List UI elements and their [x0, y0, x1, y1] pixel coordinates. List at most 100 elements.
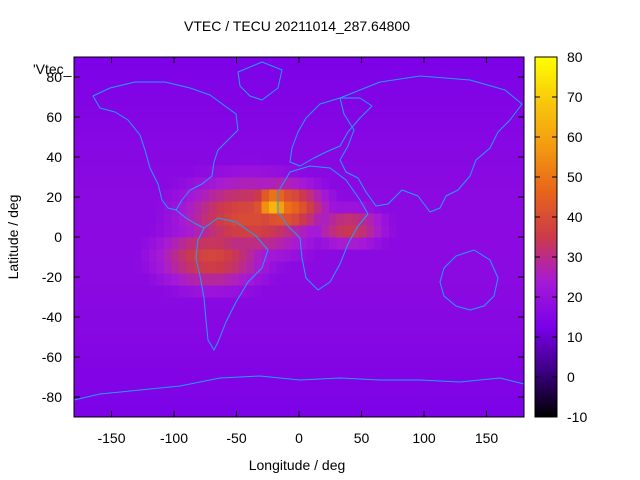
heatmap-cell	[254, 129, 262, 142]
heatmap-cell	[74, 249, 82, 262]
heatmap-cell	[111, 105, 120, 118]
heatmap-cell	[321, 297, 330, 310]
heatmap-cell	[254, 117, 262, 130]
heatmap-cell	[381, 297, 390, 310]
heatmap-cell	[126, 405, 135, 417]
heatmap-cell	[434, 285, 442, 298]
heatmap-cell	[126, 321, 135, 334]
heatmap-cell	[81, 57, 90, 70]
heatmap-cell	[381, 165, 390, 178]
heatmap-cell	[336, 297, 345, 310]
heatmap-cell	[231, 309, 240, 322]
heatmap-cell	[119, 297, 127, 310]
heatmap-cell	[456, 309, 465, 322]
heatmap-cell	[126, 165, 135, 178]
heatmap-cell	[321, 381, 330, 394]
heatmap-cell	[464, 69, 472, 82]
heatmap-cell	[96, 357, 105, 370]
heatmap-cell	[254, 237, 262, 250]
heatmap-cell	[389, 261, 397, 274]
heatmap-cell	[366, 309, 375, 322]
heatmap-cell	[186, 225, 195, 238]
heatmap-cell	[254, 201, 262, 214]
heatmap-cell	[314, 225, 322, 238]
heatmap-cell	[126, 81, 135, 94]
heatmap-cell	[201, 405, 210, 417]
heatmap-cell	[119, 333, 127, 346]
heatmap-cell	[441, 81, 450, 94]
heatmap-cell	[254, 345, 262, 358]
heatmap-cell	[479, 81, 487, 94]
heatmap-cell	[464, 129, 472, 142]
heatmap-cell	[254, 309, 262, 322]
heatmap-cell	[509, 285, 517, 298]
heatmap-cell	[216, 129, 225, 142]
heatmap-cell	[441, 129, 450, 142]
heatmap-cell	[81, 381, 90, 394]
heatmap-cell	[119, 381, 127, 394]
heatmap-cell	[96, 393, 105, 406]
heatmap-cell	[336, 393, 345, 406]
heatmap-cell	[156, 369, 165, 382]
y-axis-label: Latitude / deg	[5, 195, 21, 280]
heatmap-cell	[329, 213, 337, 226]
heatmap-cell	[186, 309, 195, 322]
heatmap-cell	[186, 285, 195, 298]
heatmap-cell	[194, 249, 202, 262]
heatmap-cell	[299, 69, 307, 82]
heatmap-cell	[291, 141, 300, 154]
heatmap-cell	[216, 237, 225, 250]
heatmap-cell	[149, 69, 157, 82]
heatmap-cell	[359, 189, 367, 202]
heatmap-cell	[419, 213, 427, 226]
heatmap-cell	[306, 297, 315, 310]
heatmap-cell	[89, 381, 97, 394]
heatmap-cell	[426, 105, 435, 118]
heatmap-cell	[516, 117, 524, 130]
heatmap-cell	[419, 117, 427, 130]
heatmap-cell	[231, 153, 240, 166]
heatmap-cell	[501, 213, 510, 226]
heatmap-cell	[336, 141, 345, 154]
heatmap-cell	[329, 321, 337, 334]
heatmap-cell	[194, 297, 202, 310]
heatmap-cell	[426, 117, 435, 130]
heatmap-cell	[81, 249, 90, 262]
heatmap-cell	[111, 165, 120, 178]
heatmap-cell	[389, 333, 397, 346]
heatmap-cell	[449, 141, 457, 154]
heatmap-cell	[449, 249, 457, 262]
heatmap-cell	[81, 297, 90, 310]
heatmap-cell	[359, 165, 367, 178]
colorbar-tick-label: -10	[567, 409, 587, 425]
heatmap-cell	[426, 141, 435, 154]
heatmap-cell	[201, 249, 210, 262]
heatmap-cell	[149, 249, 157, 262]
heatmap-cell	[381, 309, 390, 322]
heatmap-cell	[119, 261, 127, 274]
heatmap-cell	[501, 393, 510, 406]
heatmap-cell	[479, 201, 487, 214]
heatmap-cell	[291, 333, 300, 346]
heatmap-cell	[246, 345, 255, 358]
heatmap-cell	[486, 333, 495, 346]
heatmap-cell	[516, 81, 524, 94]
heatmap-cell	[269, 57, 277, 70]
heatmap-cell	[126, 381, 135, 394]
heatmap-cell	[516, 393, 524, 406]
heatmap-cell	[336, 225, 345, 238]
heatmap-cell	[246, 249, 255, 262]
heatmap-cell	[231, 321, 240, 334]
heatmap-cell	[239, 369, 247, 382]
heatmap-cell	[239, 225, 247, 238]
heatmap-cell	[284, 309, 292, 322]
heatmap-cell	[344, 393, 352, 406]
heatmap-cell	[149, 225, 157, 238]
heatmap-cell	[261, 285, 270, 298]
heatmap-cell	[276, 393, 285, 406]
heatmap-cell	[501, 345, 510, 358]
heatmap-cell	[299, 405, 307, 417]
heatmap-cell	[336, 261, 345, 274]
heatmap-cell	[81, 69, 90, 82]
heatmap-cell	[269, 369, 277, 382]
